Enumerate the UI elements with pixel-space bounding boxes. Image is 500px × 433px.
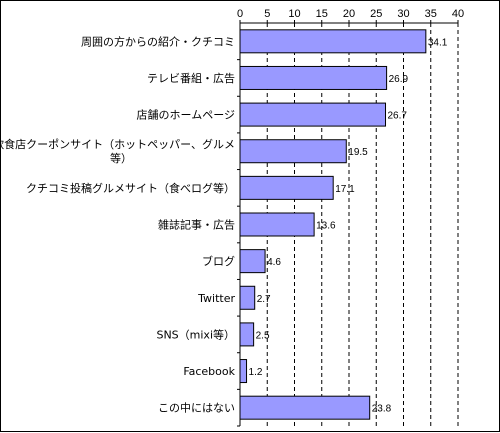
value-label-0: 34.1: [428, 37, 448, 48]
x-tick-label-25: 25: [370, 8, 382, 20]
bar-7: [239, 285, 256, 310]
category-label-5: 雑誌記事・広告: [158, 218, 235, 232]
category-label-6: ブログ: [202, 254, 235, 268]
bar-10: [239, 395, 371, 420]
value-label-3: 19.5: [348, 147, 368, 158]
value-label-7: 2.7: [257, 294, 271, 305]
x-tick-label-0: 0: [237, 8, 243, 20]
bar-5: [239, 212, 315, 237]
value-label-10: 23.8: [372, 404, 392, 415]
bar-8: [239, 322, 255, 347]
x-tick-label-15: 15: [316, 8, 328, 20]
value-label-9: 1.2: [249, 367, 263, 378]
value-label-4: 17.1: [335, 184, 355, 195]
value-label-1: 26.9: [389, 74, 409, 85]
bar-9: [239, 359, 248, 384]
x-tick-label-20: 20: [343, 8, 355, 20]
category-label-9: Facebook: [183, 365, 235, 378]
category-label-3-line-1: 等）: [110, 151, 132, 165]
category-label-2: 店舗のホームページ: [137, 108, 235, 122]
bar-2: [239, 102, 387, 127]
value-label-8: 2.5: [256, 330, 270, 341]
x-tick-label-30: 30: [397, 8, 409, 20]
category-label-3-line-0: 飲食店クーポンサイト（ホットペッパー、グルメ: [1, 137, 235, 151]
x-tick-label-40: 40: [452, 8, 464, 20]
category-label-0: 周囲の方からの紹介・クチコミ: [81, 34, 235, 48]
category-label-7: Twitter: [197, 292, 235, 305]
value-label-2: 26.7: [388, 111, 408, 122]
bar-0: [239, 29, 427, 54]
category-label-4: クチコミ投稿グルメサイト（食べログ等）: [26, 181, 235, 195]
category-label-10: この中にはない: [158, 402, 235, 415]
category-label-8: SNS（mixi等）: [156, 327, 235, 341]
bar-3: [239, 139, 347, 164]
bar-6: [239, 249, 266, 274]
x-tick-label-5: 5: [264, 8, 270, 20]
value-label-6: 4.6: [267, 257, 281, 268]
x-tick-label-35: 35: [425, 8, 437, 20]
x-tick-label-10: 10: [288, 8, 300, 20]
bar-4: [239, 175, 334, 200]
category-label-1: テレビ番組・広告: [147, 72, 235, 85]
bar-1: [239, 65, 388, 90]
value-label-5: 13.6: [316, 221, 336, 232]
